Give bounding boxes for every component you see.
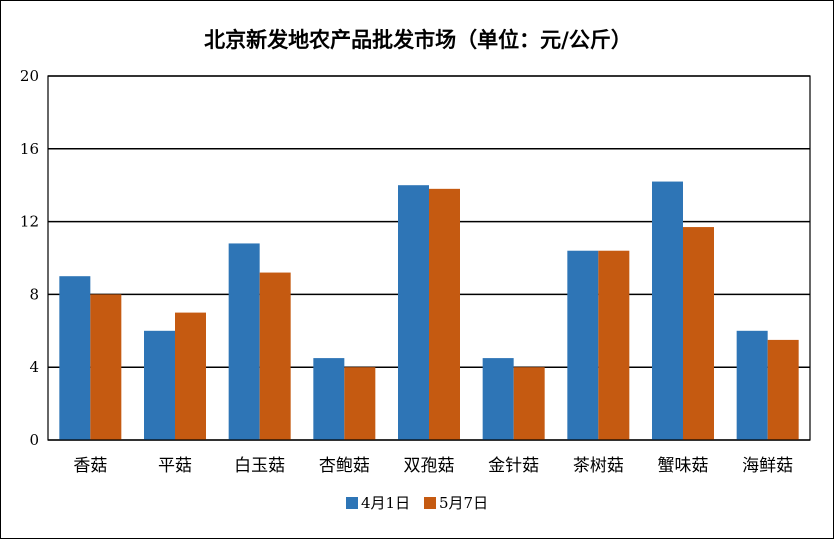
bar-may7 <box>598 250 630 440</box>
legend: 4月1日 5月7日 <box>346 494 488 512</box>
legend-swatch <box>346 497 358 509</box>
legend-swatch <box>424 497 436 509</box>
plot-area-border <box>47 75 811 441</box>
bar-apr1 <box>652 181 683 440</box>
x-tick-label: 海鲜菇 <box>742 456 793 476</box>
y-tick-label: 20 <box>20 67 39 85</box>
legend-label: 5月7日 <box>439 494 488 512</box>
x-tick-label: 杏鲍菇 <box>319 456 370 476</box>
y-tick-label: 8 <box>29 285 39 303</box>
y-tick-label: 4 <box>29 358 39 376</box>
x-tick-label: 双孢菇 <box>404 456 455 476</box>
x-tick-label: 蟹味菇 <box>658 456 709 476</box>
y-tick-label: 16 <box>20 140 39 158</box>
bar-apr1 <box>567 250 599 440</box>
bar-may7 <box>344 367 376 440</box>
bar-may7 <box>513 367 545 440</box>
bar-apr1 <box>144 330 175 440</box>
legend-label: 4月1日 <box>361 494 410 512</box>
bar-may7 <box>683 227 714 440</box>
bar-apr1 <box>228 243 260 440</box>
bar-may7 <box>767 339 799 440</box>
bar-apr1 <box>482 358 514 440</box>
bar-may7 <box>90 294 122 440</box>
x-tick-label: 白玉菇 <box>234 456 285 476</box>
x-tick-label: 香菇 <box>73 456 107 476</box>
bar-apr1 <box>736 330 768 440</box>
bar-apr1 <box>398 185 429 440</box>
x-tick-label: 平菇 <box>158 456 192 476</box>
bar-may7 <box>259 272 291 440</box>
chart-title: 北京新发地农产品批发市场（单位：元/公斤） <box>204 27 632 52</box>
bars <box>59 181 799 440</box>
axes: 0 4 8 12 16 20 香菇 平菇 白玉菇 杏鲍菇 双孢菇 金针菇 茶树菇 蟹味菇 海鲜菇 <box>20 67 811 476</box>
bar-may7 <box>429 188 460 440</box>
bar-apr1 <box>59 276 91 440</box>
y-tick-label: 0 <box>29 431 39 449</box>
y-tick-label: 12 <box>20 213 39 231</box>
bar-may7 <box>175 312 206 440</box>
x-tick-label: 金针菇 <box>488 456 539 476</box>
x-tick-label: 茶树菇 <box>573 456 624 476</box>
bar-apr1 <box>313 358 345 440</box>
